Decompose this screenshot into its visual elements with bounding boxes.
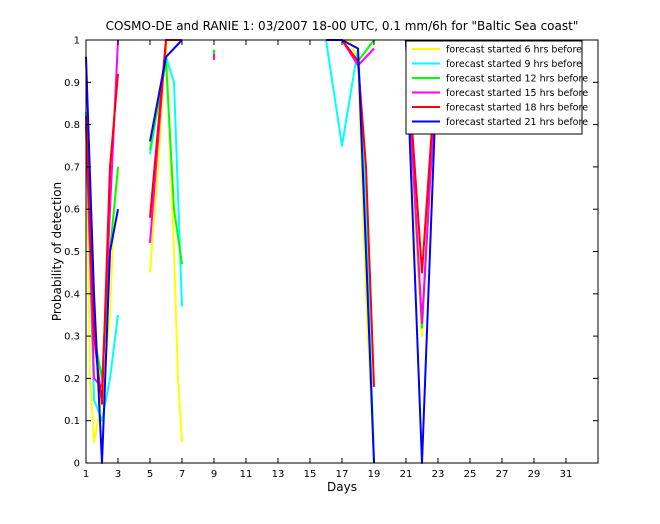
series-3 xyxy=(85,39,439,380)
series-line-4 xyxy=(85,39,439,388)
y-tick-label-5: 0.5 xyxy=(64,247,80,258)
x-tick-label-29: 29 xyxy=(528,469,541,480)
series-layer xyxy=(85,39,439,464)
y-tick-label-8: 0.8 xyxy=(64,120,80,131)
legend-label-6: forecast started 21 hrs before xyxy=(446,117,588,128)
legend-label-5: forecast started 18 hrs before xyxy=(446,103,588,114)
x-tick-label-9: 9 xyxy=(211,469,217,480)
series-line-1 xyxy=(85,39,439,464)
series-5 xyxy=(85,39,439,405)
series-line-6 xyxy=(85,39,439,464)
y-tick-label-1: 0.1 xyxy=(64,416,80,427)
x-tick-label-3: 3 xyxy=(115,469,121,480)
x-tick-label-27: 27 xyxy=(496,469,509,480)
y-axis-label: Probability of detection xyxy=(50,182,64,321)
legend-label-4: forecast started 15 hrs before xyxy=(446,88,588,99)
series-1 xyxy=(85,39,439,464)
y-tick-label-9: 0.9 xyxy=(64,78,80,89)
y-tick-label-10: 1 xyxy=(74,36,80,47)
legend-label-2: forecast started 9 hrs before xyxy=(446,59,582,70)
series-line-5 xyxy=(85,39,439,405)
x-tick-label-23: 23 xyxy=(432,469,445,480)
series-4 xyxy=(85,39,439,388)
legend-box xyxy=(405,40,583,135)
x-tick-label-15: 15 xyxy=(304,469,317,480)
x-tick-label-17: 17 xyxy=(336,469,349,480)
legend: forecast started 6 hrs before forecast st… xyxy=(405,40,588,135)
x-tick-label-7: 7 xyxy=(179,469,185,480)
chart-title: COSMO-DE and RANIE 1: 03/2007 18-00 UTC,… xyxy=(106,19,579,33)
y-tick-label-7: 0.7 xyxy=(64,162,80,173)
y-tick-label-6: 0.6 xyxy=(64,205,80,216)
x-tick-label-19: 19 xyxy=(368,469,381,480)
legend-label-1: forecast started 6 hrs before xyxy=(446,45,582,56)
y-tick-label-3: 0.3 xyxy=(64,332,80,343)
series-2 xyxy=(85,39,439,464)
x-tick-label-31: 31 xyxy=(560,469,573,480)
x-tick-label-5: 5 xyxy=(147,469,153,480)
series-line-2 xyxy=(85,39,439,464)
y-tick-label-2: 0.2 xyxy=(64,374,80,385)
y-tick-label-0: 0 xyxy=(74,459,80,470)
series-6 xyxy=(85,39,439,464)
tick-layer: 1 3 5 7 9 11 13 15 17 19 21 23 25 27 29 3100.10.20.30.4… xyxy=(64,36,598,480)
x-tick-label-25: 25 xyxy=(464,469,477,480)
x-tick-label-11: 11 xyxy=(240,469,253,480)
series-line-3 xyxy=(85,39,439,380)
x-tick-label-21: 21 xyxy=(400,469,413,480)
x-tick-label-1: 1 xyxy=(83,469,89,480)
y-tick-label-4: 0.4 xyxy=(64,289,80,300)
x-axis-label: Days xyxy=(327,480,357,494)
legend-label-3: forecast started 12 hrs before xyxy=(446,74,588,85)
x-tick-label-13: 13 xyxy=(272,469,285,480)
